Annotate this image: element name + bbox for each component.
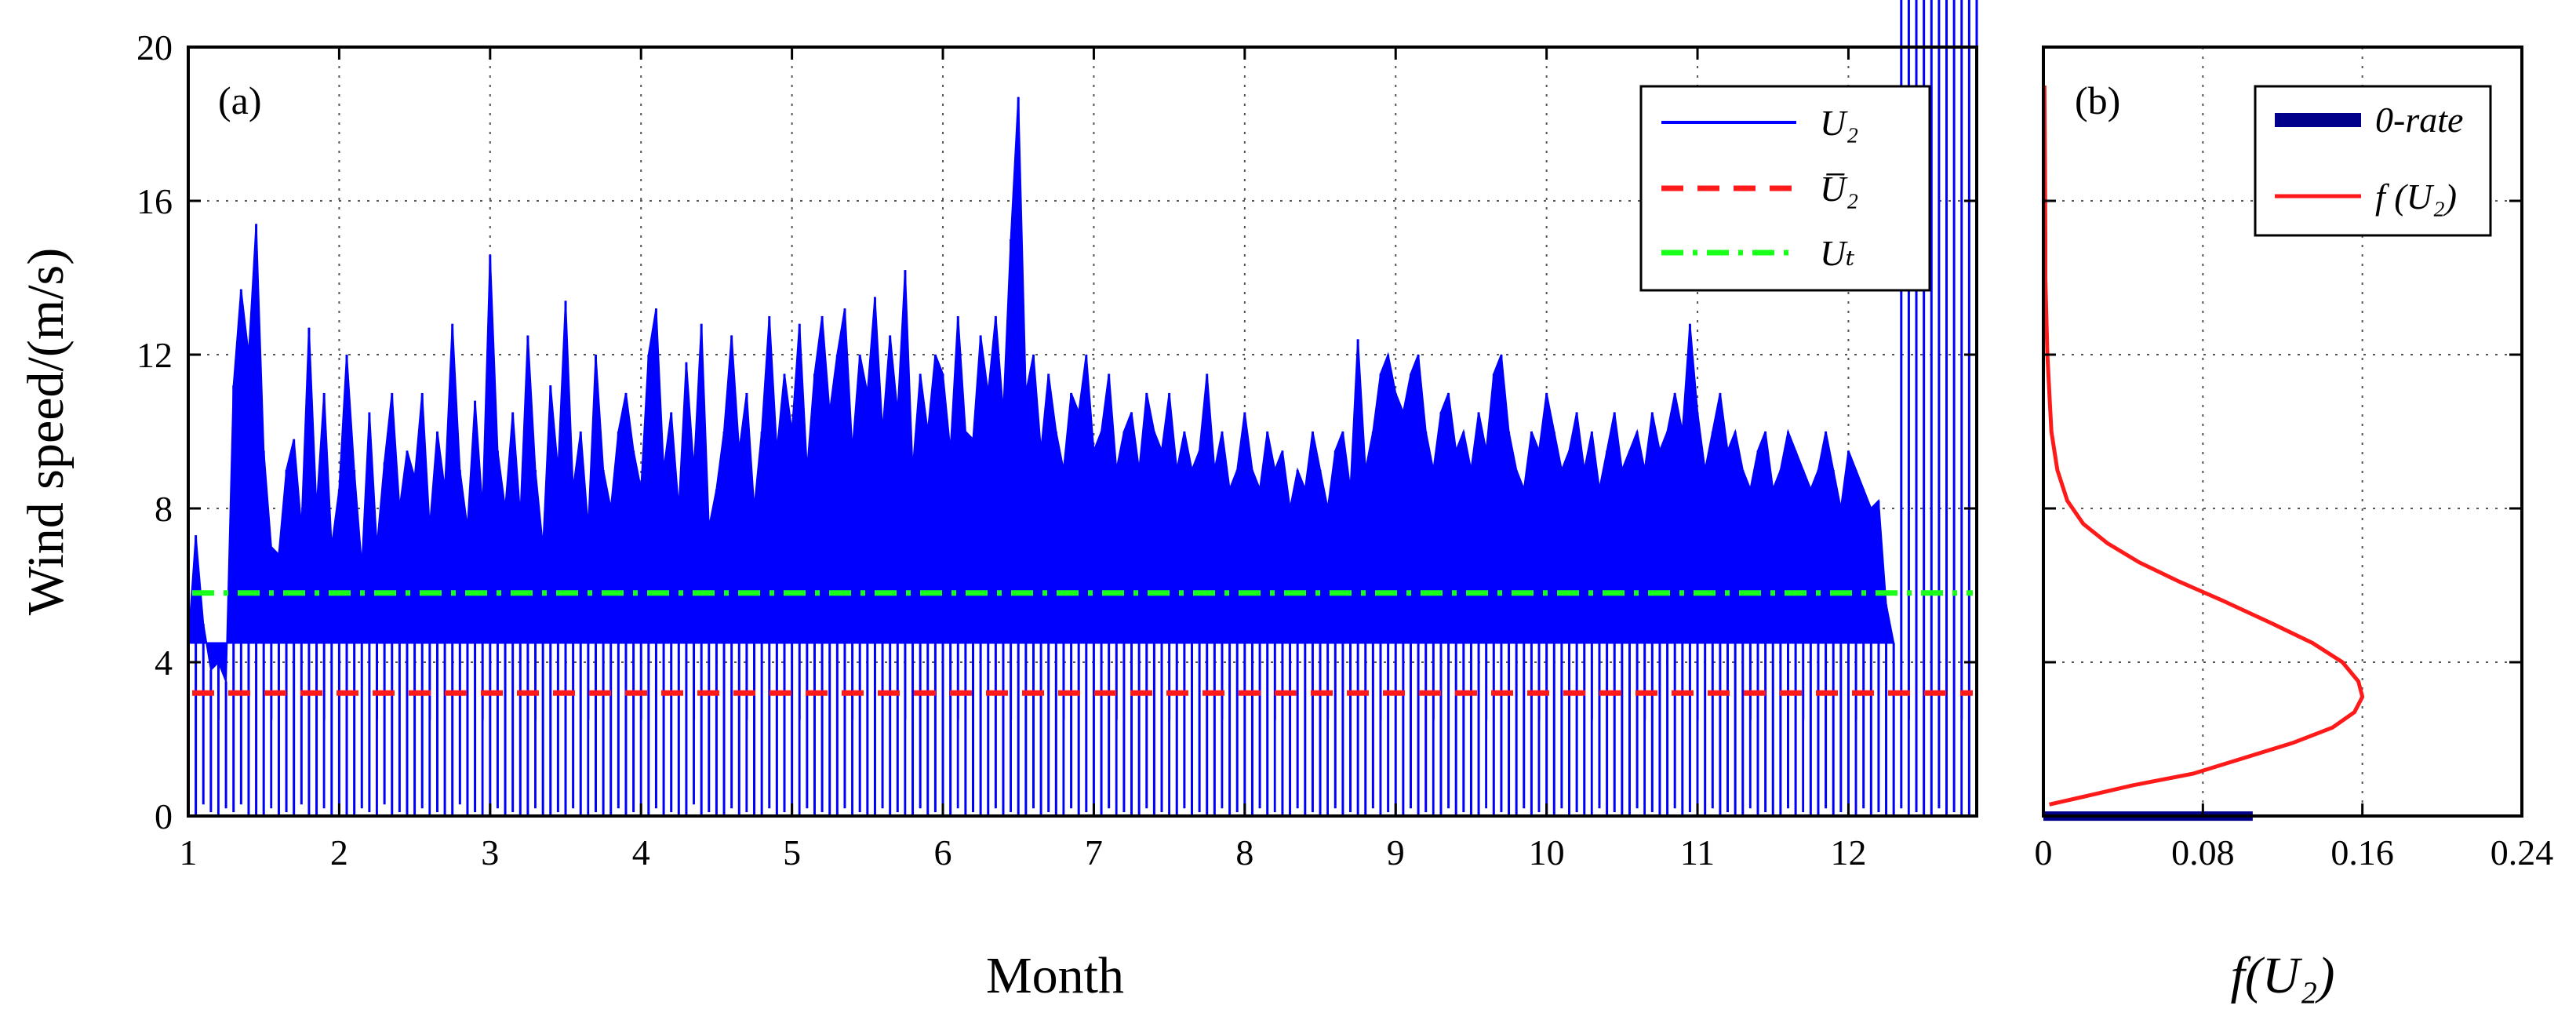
panel-b-xtick-label: 0 (2035, 832, 2053, 872)
panel-a-ytick-label: 4 (155, 643, 173, 683)
panel-b-ticks: 0 0.08 0.16 0.24 (2035, 46, 2554, 872)
panel-b: 0 0.08 0.16 0.24 (b) f(U₂) 0-rate f (U₂) (2035, 46, 2554, 1004)
panel-a-xtick-label: 4 (632, 832, 650, 872)
panel-b-xtick-label: 0.24 (2490, 832, 2554, 872)
legend-label-ut: Uₜ (1820, 233, 1855, 273)
series-f-u2-curve (2042, 85, 2365, 807)
panel-a-ytick-label: 16 (136, 181, 173, 221)
panel-a-reference-lines-front (192, 590, 1973, 696)
panel-b-legend: 0-rate f (U₂) (2254, 85, 2492, 237)
panel-b-legend-box (2254, 85, 2492, 237)
panel-a-xtick-label: 5 (783, 832, 801, 872)
panel-a-xtick-label: 10 (1529, 832, 1565, 872)
panel-b-grid (2043, 47, 2522, 816)
panel-b-xtick-label: 0.08 (2171, 832, 2235, 872)
legend-label-u2-mean: U̅₂ (1820, 169, 1858, 209)
legend-label-f-u2: f (U₂) (2375, 177, 2457, 217)
panel-a-series (187, 0, 1978, 816)
panel-a-xtick-label: 2 (330, 832, 348, 872)
panel-a-xtick-label: 7 (1085, 832, 1103, 872)
panel-a-xtick-label: 6 (934, 832, 952, 872)
panel-b-xlabel: f(U₂) (2231, 947, 2335, 1004)
panel-a-xtick-label: 3 (481, 832, 499, 872)
panel-a-label: (a) (218, 78, 262, 122)
panel-a-legend: U₂ U̅₂ Uₜ (1639, 85, 1931, 292)
panel-a-ytick-label: 20 (136, 27, 173, 67)
panel-a-ylabel: Wind speed/(m/s) (17, 248, 75, 615)
panel-a-xtick-label: 9 (1387, 832, 1405, 872)
panel-a-xtick-label: 12 (1830, 832, 1866, 872)
panel-a-ytick-label: 0 (155, 796, 173, 836)
panel-a-xtick-label: 8 (1235, 832, 1253, 872)
panel-a-xlabel: Month (986, 947, 1124, 1004)
panel-a-xtick-label: 11 (1680, 832, 1715, 872)
panel-b-label: (b) (2075, 78, 2120, 122)
legend-label-zero-rate: 0-rate (2375, 100, 2463, 140)
panel-a-frame (187, 46, 1978, 818)
panel-a-xtick-label: 1 (180, 832, 198, 872)
panel-b-xtick-label: 0.16 (2330, 832, 2394, 872)
legend-label-u2: U₂ (1820, 103, 1858, 143)
series-u2-envelope (187, 97, 1895, 682)
panel-a-ytick-label: 12 (136, 335, 173, 375)
panel-b-frame (2042, 46, 2523, 818)
panel-a-ytick-label: 8 (155, 489, 173, 529)
